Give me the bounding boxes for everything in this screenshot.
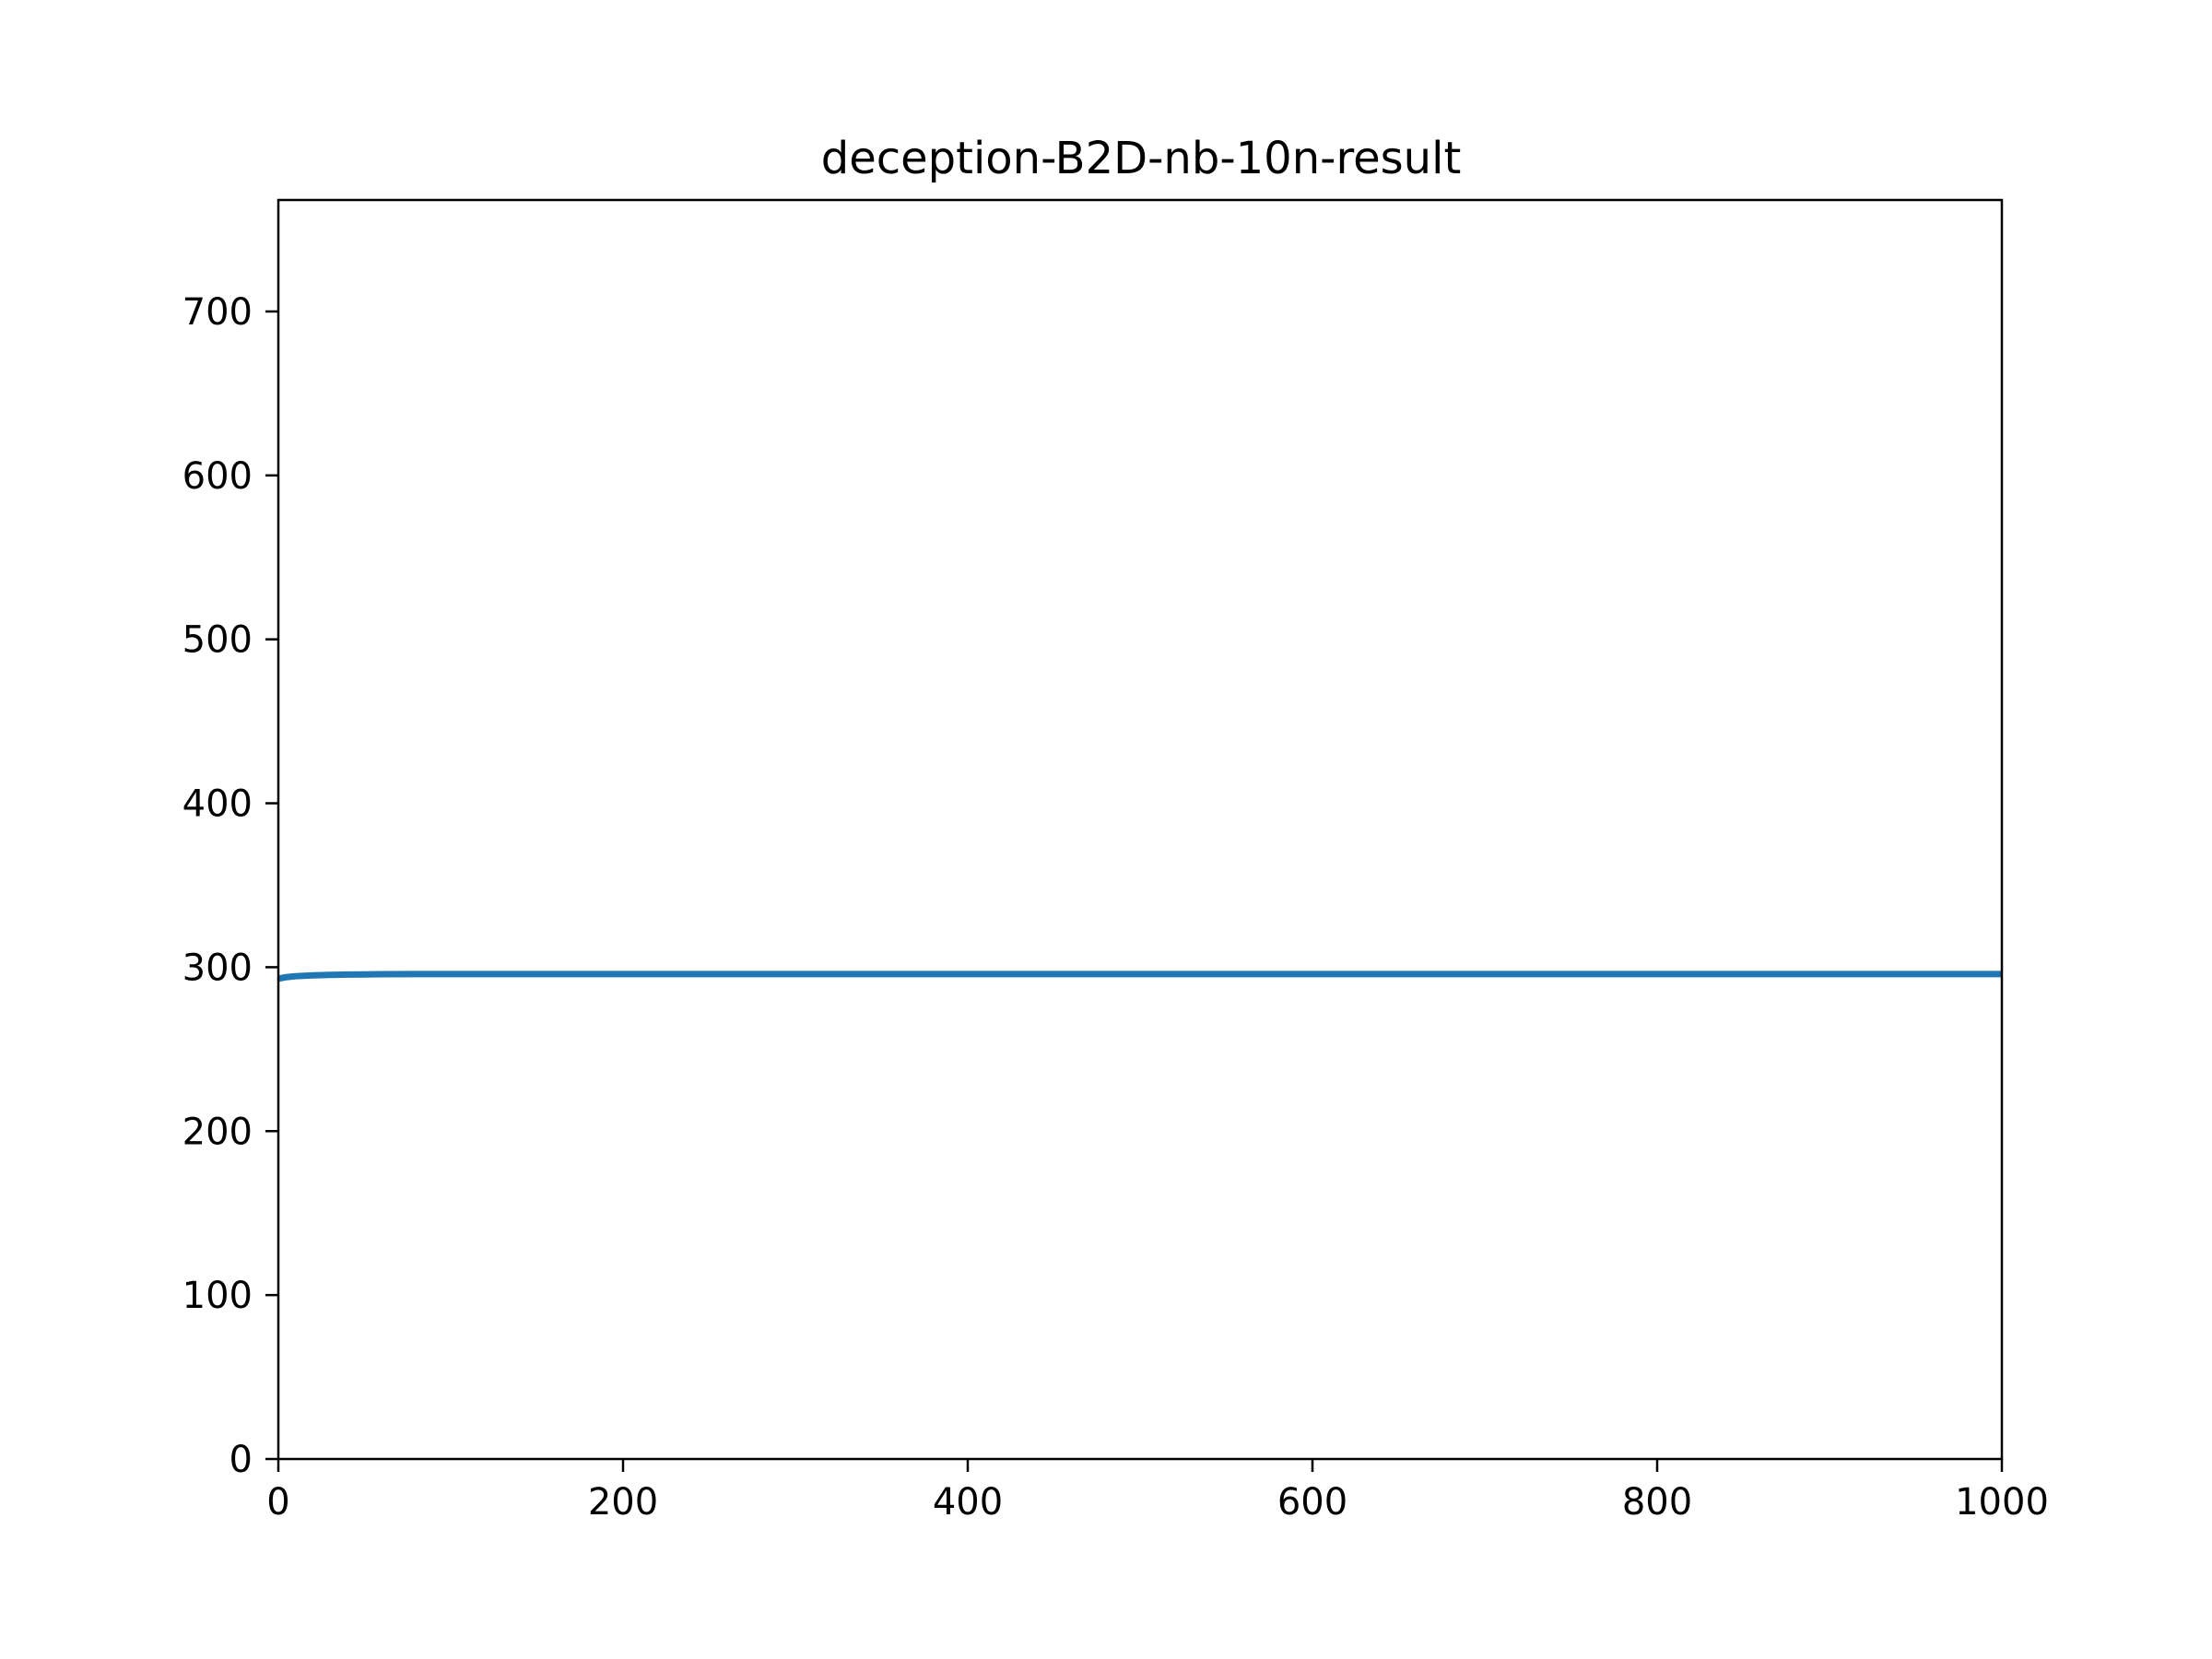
y-tick-label: 400 [182,783,253,826]
y-tick-label: 200 [182,1111,253,1153]
chart-title: deception-B2D-nb-10n-result [821,133,1462,184]
y-axis-ticks: 0 100 200 300 400 500 600 700 [182,291,278,1481]
y-tick-label: 300 [182,947,253,989]
y-tick-label: 600 [182,455,253,498]
x-tick-label: 400 [933,1481,1003,1524]
plot-frame [276,198,2004,1461]
y-tick-label: 500 [182,619,253,662]
y-tick-label: 0 [229,1439,253,1481]
y-tick-label: 700 [182,291,253,334]
series-layer [277,971,2002,982]
y-tick-label: 100 [182,1275,253,1317]
x-tick-label: 200 [588,1481,658,1524]
axes-layer [276,198,2004,1461]
x-tick-label: 0 [266,1481,289,1524]
x-tick-label: 800 [1622,1481,1692,1524]
x-tick-label: 1000 [1955,1481,2049,1524]
series-line-0 [277,971,2002,982]
x-tick-label: 600 [1277,1481,1347,1524]
x-axis-ticks: 0 200 400 600 800 1000 [266,1459,2049,1524]
